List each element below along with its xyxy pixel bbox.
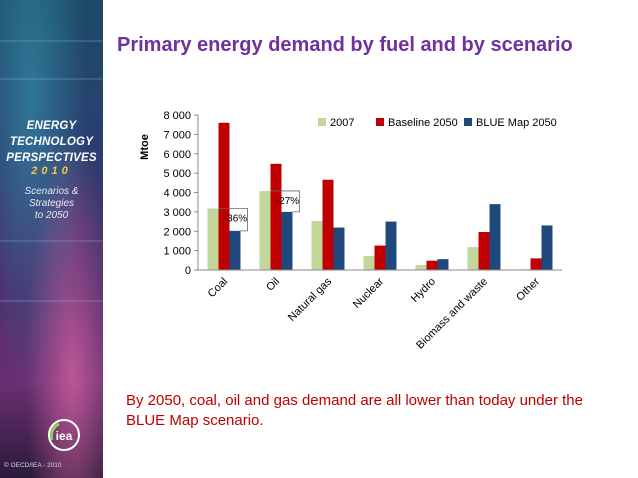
y-tick-label: 5 000 bbox=[163, 168, 191, 180]
sidebar-subtitle-line: to 2050 bbox=[34, 210, 69, 221]
sidebar-subtitle-line: Strategies bbox=[28, 198, 75, 209]
y-tick-label: 3 000 bbox=[163, 207, 191, 219]
bar-coal-blue-map-2050 bbox=[229, 230, 241, 270]
y-axis-label: Mtoe bbox=[139, 134, 151, 160]
legend-swatch bbox=[464, 118, 472, 126]
x-tick-label: Natural gas bbox=[286, 275, 335, 324]
bar-biomass-and-waste-baseline-2050 bbox=[478, 232, 490, 270]
bar-nuclear-baseline-2050 bbox=[374, 245, 386, 270]
slide-title: Primary energy demand by fuel and by sce… bbox=[117, 34, 573, 56]
legend-swatch bbox=[318, 118, 326, 126]
sidebar-title-line: TECHNOLOGY bbox=[9, 136, 94, 148]
annotation-bracket bbox=[270, 190, 300, 213]
annotation-bracket bbox=[218, 207, 248, 232]
legend-label: 2007 bbox=[330, 117, 354, 129]
bar-oil-blue-map-2050 bbox=[281, 211, 293, 270]
x-tick-label: Oil bbox=[264, 276, 282, 294]
legend-label: BLUE Map 2050 bbox=[476, 117, 557, 129]
sidebar-title-line: ENERGY bbox=[26, 120, 77, 132]
copyright: © OECD/IEA - 2010 bbox=[4, 462, 62, 469]
iea-logo-text: iea bbox=[56, 429, 73, 443]
iea-logo: iea bbox=[48, 419, 80, 451]
bar-natural-gas-blue-map-2050 bbox=[333, 227, 345, 270]
y-tick-label: 1 000 bbox=[163, 246, 191, 258]
sidebar-year: 2010 bbox=[31, 165, 72, 177]
bar-nuclear-2007 bbox=[363, 256, 375, 270]
legend-label: Baseline 2050 bbox=[388, 117, 458, 129]
bar-natural-gas-2007 bbox=[311, 220, 323, 270]
chart: Mtoe 0 1 000 2 000 3 000 4 000 5 000 6 000 7 00… bbox=[139, 110, 562, 352]
y-tick-label: 7 000 bbox=[163, 129, 191, 141]
x-tick-label: Hydro bbox=[409, 276, 438, 305]
sidebar-subtitle: Scenarios & Strategies to 2050 bbox=[0, 186, 103, 222]
y-tick-label: 6 000 bbox=[163, 149, 191, 161]
bar-other-blue-map-2050 bbox=[541, 225, 553, 270]
annotation-label: -27% bbox=[276, 196, 299, 207]
bar-oil-2007 bbox=[259, 190, 271, 270]
bar-hydro-blue-map-2050 bbox=[437, 259, 449, 270]
sidebar-title: ENERGY TECHNOLOGY PERSPECTIVES bbox=[0, 118, 103, 166]
x-tick-label: Coal bbox=[206, 276, 230, 300]
bar-biomass-and-waste-blue-map-2050 bbox=[489, 204, 501, 270]
bar-other-baseline-2050 bbox=[530, 258, 542, 270]
bar-natural-gas-baseline-2050 bbox=[322, 179, 334, 270]
bar-biomass-and-waste-2007 bbox=[467, 247, 479, 270]
footer-note: By 2050, coal, oil and gas demand are al… bbox=[126, 392, 583, 429]
y-tick-label: 8 000 bbox=[163, 110, 191, 122]
annotation-label: -36% bbox=[224, 213, 247, 224]
legend-swatch bbox=[376, 118, 384, 126]
y-tick-label: 4 000 bbox=[163, 188, 191, 200]
x-tick-label: Nuclear bbox=[351, 275, 387, 311]
sidebar-banner: ENERGY TECHNOLOGY PERSPECTIVES 2010 Scen… bbox=[0, 0, 103, 478]
bar-oil-baseline-2050 bbox=[270, 163, 282, 270]
sidebar-subtitle-line: Scenarios & bbox=[24, 186, 79, 197]
x-tick-label: Other bbox=[514, 275, 542, 303]
sidebar-title-line: PERSPECTIVES bbox=[6, 152, 97, 164]
y-tick-label: 0 bbox=[185, 265, 191, 277]
bar-coal-baseline-2050 bbox=[218, 122, 230, 270]
bar-nuclear-blue-map-2050 bbox=[385, 221, 397, 270]
bar-hydro-2007 bbox=[415, 264, 427, 270]
y-tick-label: 2 000 bbox=[163, 226, 191, 238]
bar-hydro-baseline-2050 bbox=[426, 260, 438, 270]
bar-coal-2007 bbox=[207, 208, 219, 270]
